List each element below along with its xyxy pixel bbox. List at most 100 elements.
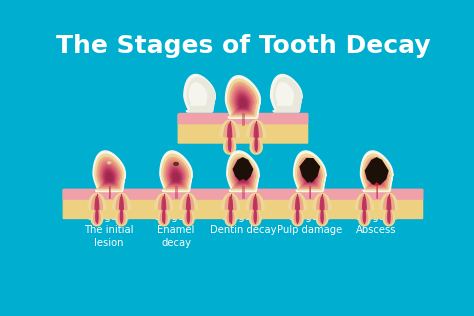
Polygon shape — [361, 151, 393, 191]
Polygon shape — [104, 169, 114, 183]
Polygon shape — [235, 164, 251, 185]
Polygon shape — [164, 157, 188, 188]
Polygon shape — [162, 154, 190, 190]
FancyBboxPatch shape — [64, 189, 422, 199]
Polygon shape — [292, 195, 303, 224]
Polygon shape — [169, 166, 183, 184]
Polygon shape — [234, 89, 252, 112]
FancyBboxPatch shape — [64, 190, 422, 218]
Polygon shape — [276, 83, 293, 105]
Polygon shape — [356, 193, 374, 226]
Polygon shape — [374, 173, 380, 181]
Polygon shape — [95, 154, 123, 190]
Polygon shape — [184, 75, 215, 112]
Polygon shape — [250, 195, 261, 224]
Polygon shape — [170, 167, 182, 183]
Polygon shape — [97, 157, 121, 188]
Polygon shape — [254, 197, 257, 222]
Polygon shape — [237, 94, 248, 109]
Polygon shape — [230, 82, 256, 115]
Polygon shape — [100, 162, 118, 186]
Polygon shape — [303, 166, 317, 184]
Polygon shape — [383, 195, 394, 224]
Polygon shape — [95, 197, 99, 222]
Polygon shape — [231, 157, 255, 188]
Polygon shape — [307, 173, 313, 181]
Polygon shape — [370, 166, 384, 184]
Polygon shape — [306, 170, 314, 182]
Polygon shape — [240, 99, 246, 107]
Polygon shape — [239, 170, 247, 182]
Polygon shape — [222, 193, 240, 226]
Polygon shape — [296, 197, 299, 222]
Polygon shape — [88, 193, 106, 226]
Polygon shape — [305, 169, 315, 183]
Polygon shape — [365, 158, 388, 184]
Polygon shape — [155, 193, 173, 226]
Polygon shape — [173, 173, 179, 181]
Ellipse shape — [305, 163, 316, 179]
Polygon shape — [289, 193, 307, 226]
Polygon shape — [112, 193, 130, 226]
Polygon shape — [317, 195, 328, 224]
Polygon shape — [226, 76, 260, 118]
Text: Stage 4:
Pulp damage: Stage 4: Pulp damage — [277, 212, 342, 235]
Polygon shape — [301, 162, 319, 186]
Polygon shape — [232, 160, 254, 187]
Polygon shape — [172, 170, 180, 182]
Polygon shape — [304, 167, 316, 183]
Polygon shape — [179, 193, 197, 226]
Polygon shape — [233, 158, 253, 180]
Polygon shape — [298, 157, 322, 188]
Text: Stage 1:
The initial
lesion: Stage 1: The initial lesion — [84, 212, 134, 248]
Polygon shape — [369, 164, 385, 185]
Polygon shape — [167, 162, 185, 186]
Text: Stage 5:
Abscess: Stage 5: Abscess — [356, 212, 397, 235]
Polygon shape — [236, 166, 250, 184]
Polygon shape — [367, 162, 386, 186]
Ellipse shape — [174, 162, 178, 165]
Polygon shape — [293, 151, 326, 191]
Polygon shape — [228, 79, 258, 117]
Text: Stage 2:
Enamel
decay: Stage 2: Enamel decay — [155, 212, 197, 248]
Polygon shape — [240, 173, 246, 181]
Polygon shape — [234, 162, 252, 186]
Polygon shape — [183, 195, 194, 224]
Polygon shape — [238, 96, 247, 108]
Polygon shape — [91, 195, 102, 224]
Polygon shape — [373, 170, 381, 182]
Polygon shape — [301, 164, 318, 185]
Polygon shape — [168, 164, 184, 185]
Polygon shape — [238, 169, 248, 183]
Polygon shape — [228, 154, 257, 190]
Polygon shape — [359, 195, 370, 224]
Polygon shape — [237, 93, 249, 110]
Polygon shape — [250, 122, 262, 152]
Ellipse shape — [369, 163, 385, 185]
Polygon shape — [105, 170, 113, 182]
Polygon shape — [235, 91, 251, 111]
Polygon shape — [363, 197, 366, 222]
Polygon shape — [103, 167, 115, 183]
Polygon shape — [232, 85, 254, 114]
Polygon shape — [380, 193, 398, 226]
Text: The Stages of Tooth Decay: The Stages of Tooth Decay — [55, 34, 430, 58]
Polygon shape — [187, 197, 190, 222]
Polygon shape — [120, 197, 123, 222]
Polygon shape — [229, 197, 232, 222]
Polygon shape — [300, 159, 319, 182]
Polygon shape — [237, 167, 249, 183]
Polygon shape — [101, 164, 117, 185]
FancyBboxPatch shape — [178, 114, 308, 124]
Polygon shape — [296, 154, 324, 190]
Polygon shape — [225, 195, 236, 224]
Polygon shape — [106, 173, 112, 181]
Polygon shape — [116, 195, 127, 224]
Polygon shape — [160, 151, 192, 191]
Polygon shape — [366, 160, 387, 187]
Polygon shape — [273, 78, 301, 112]
Polygon shape — [271, 75, 302, 112]
Polygon shape — [224, 122, 236, 152]
FancyBboxPatch shape — [178, 114, 308, 143]
Polygon shape — [371, 167, 383, 183]
